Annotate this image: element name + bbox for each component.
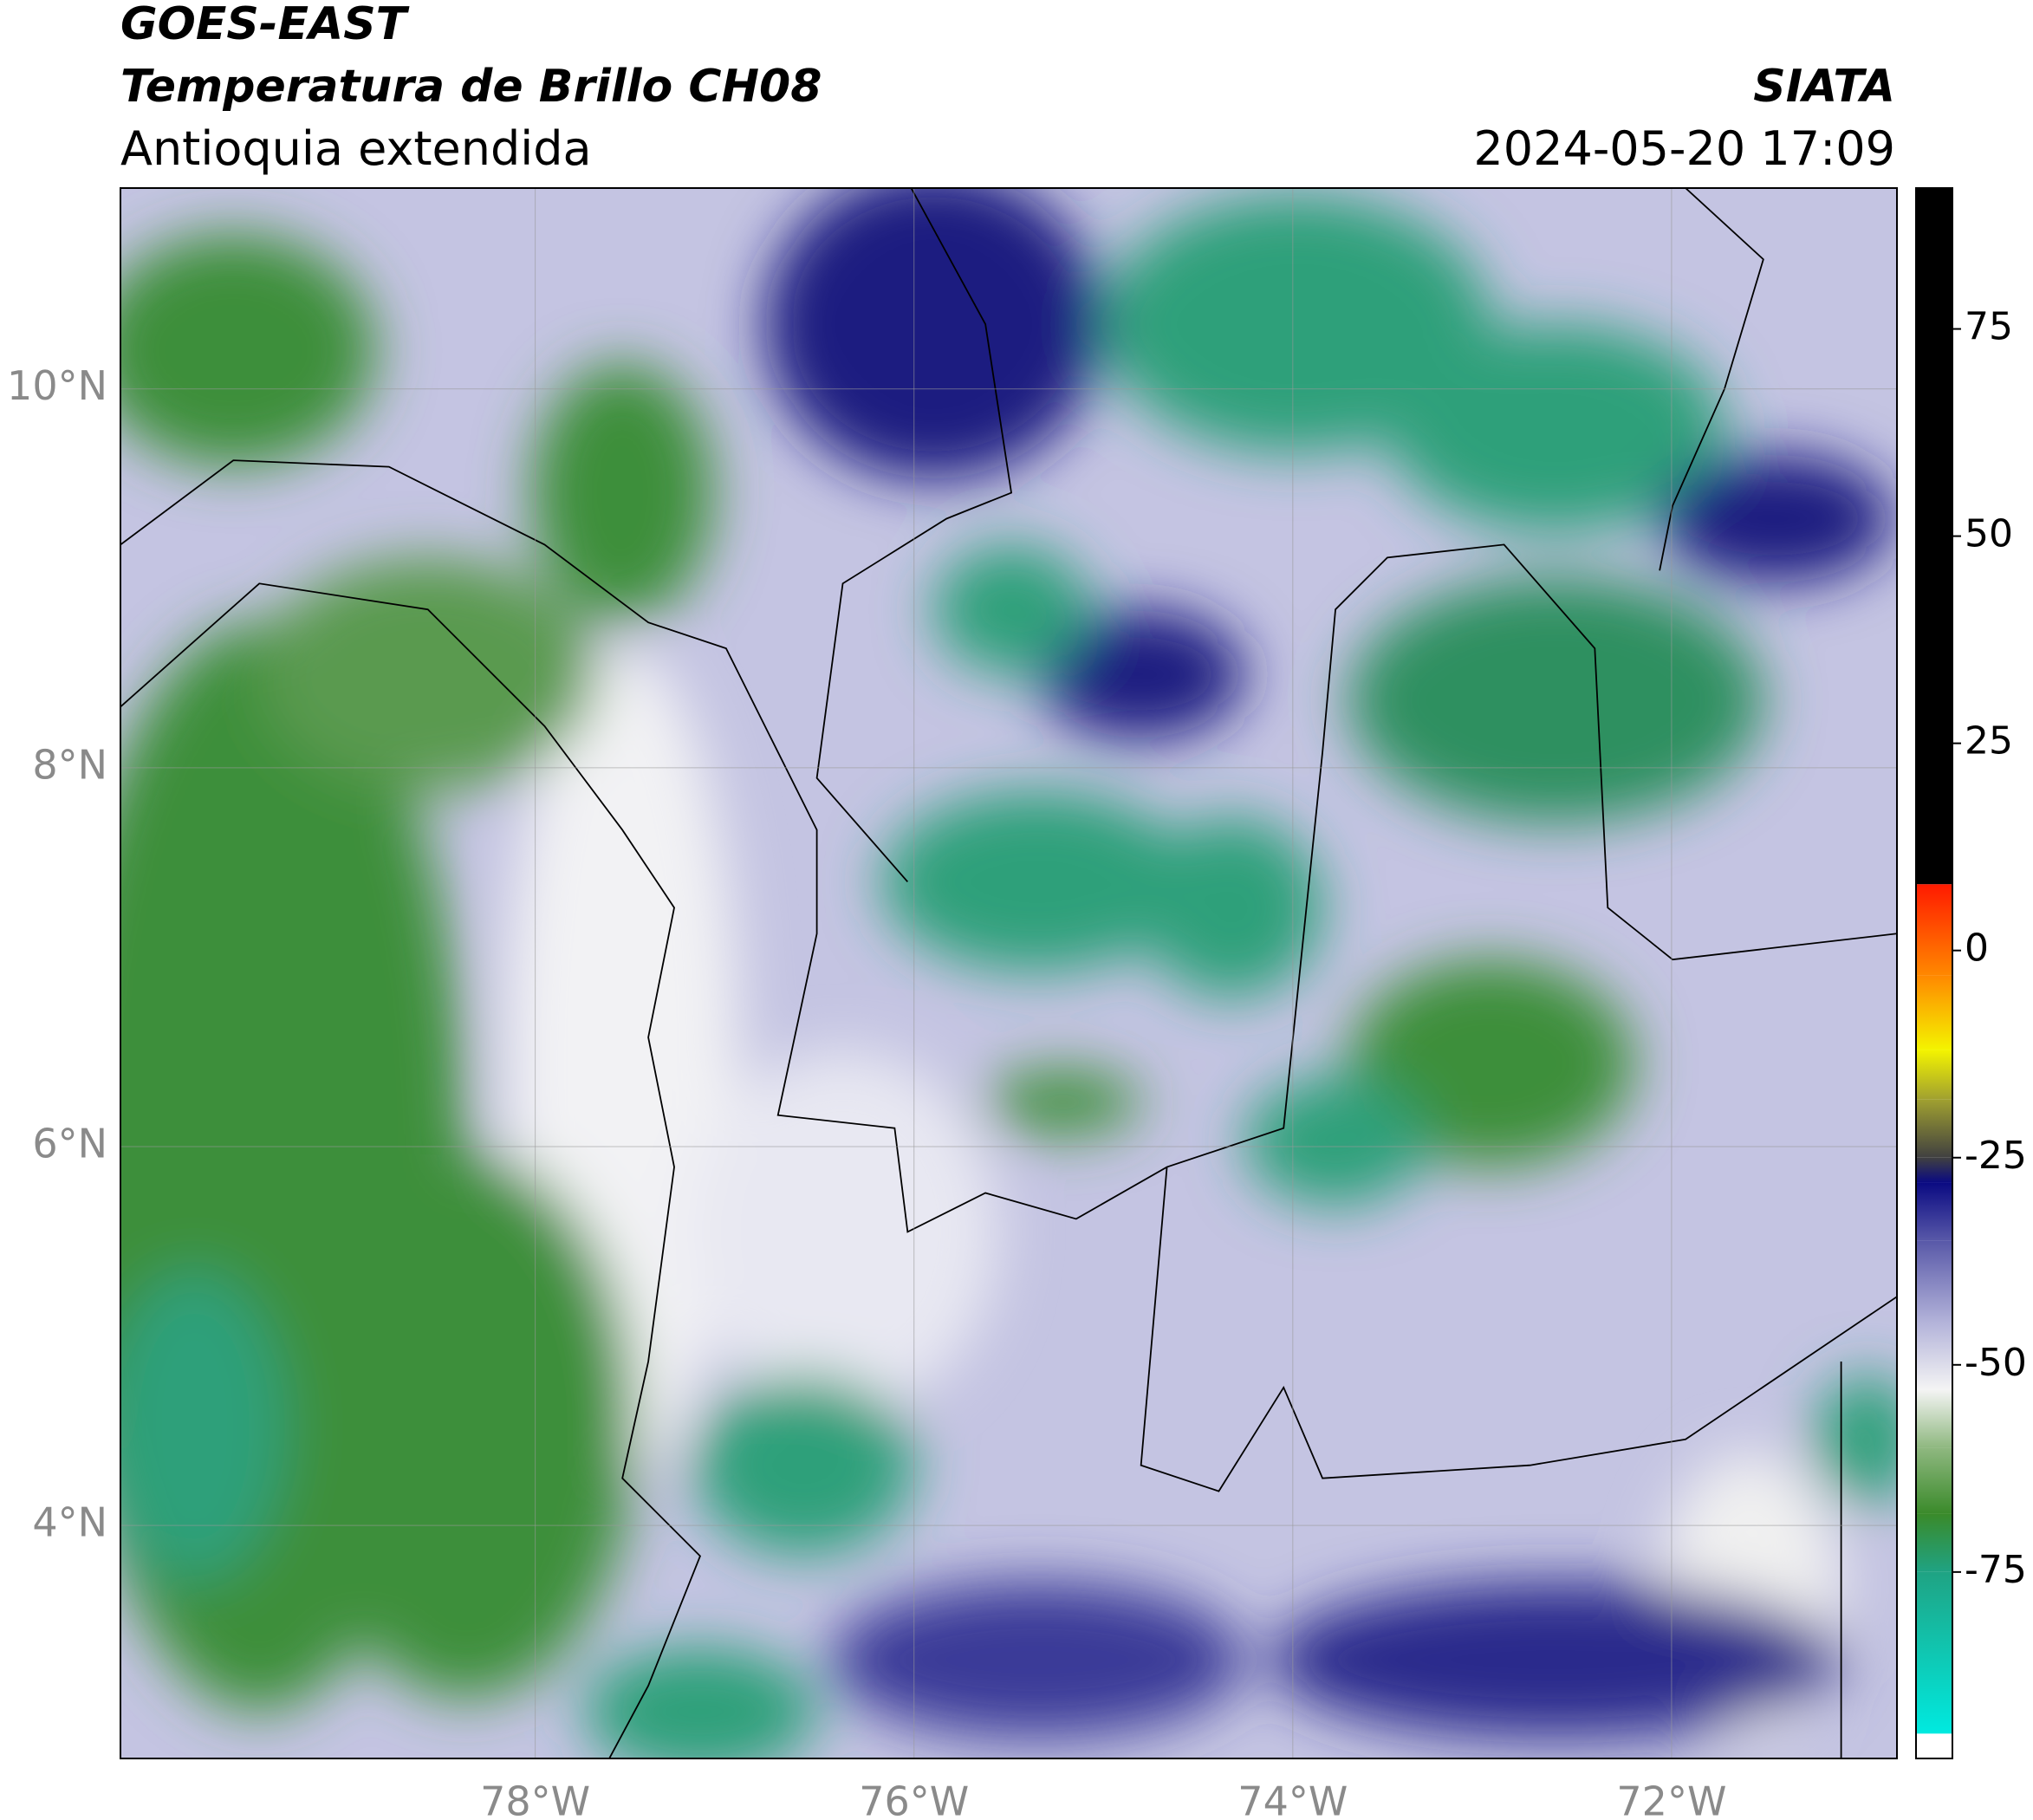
colorbar-segment xyxy=(1916,1157,1952,1183)
borders xyxy=(120,188,1897,1758)
colorbar-tick-label: -75 xyxy=(1965,1548,2027,1592)
colorbar-tick-label: 0 xyxy=(1965,926,1989,971)
x-tick-label: 74°W xyxy=(1237,1778,1348,1820)
x-tick-label: 72°W xyxy=(1616,1778,1726,1820)
subtitle: Temperatura de Brillo CH08 xyxy=(120,61,822,113)
region: Antioquia extendida xyxy=(120,121,592,176)
colorbar-segment xyxy=(1916,1050,1952,1100)
colorbar-tick-label: -25 xyxy=(1965,1134,2027,1178)
y-tick-label: 6°N xyxy=(32,1120,107,1167)
colorbar-segment xyxy=(1916,1571,1952,1734)
colorbar-segment xyxy=(1916,1733,1952,1758)
colorbar-segment xyxy=(1916,1240,1952,1323)
y-tick-label: 10°N xyxy=(7,362,107,409)
colorbar-tick-label: -50 xyxy=(1965,1341,2027,1385)
colorbar-tick-label: 25 xyxy=(1965,719,2013,764)
colorbar-segment xyxy=(1916,1513,1952,1572)
datetime: 2024-05-20 17:09 xyxy=(1473,121,1895,176)
colorbar-tick-label: 75 xyxy=(1965,305,2013,349)
colorbar-segment xyxy=(1916,1447,1952,1514)
title: GOES-EAST xyxy=(120,0,410,50)
colorbar-frame xyxy=(1915,187,1953,1759)
y-tick-label: 4°N xyxy=(32,1499,107,1546)
x-tick-label: 78°W xyxy=(480,1778,590,1820)
map-frame xyxy=(120,187,1898,1759)
colorbar-segment xyxy=(1916,1323,1952,1390)
satellite-image xyxy=(120,188,1897,1758)
x-tick-label: 76°W xyxy=(859,1778,969,1820)
colorbar-segment xyxy=(1916,188,1952,885)
colorbar-segment xyxy=(1916,884,1952,976)
colorbar-segment xyxy=(1916,1182,1952,1241)
source: SIATA xyxy=(1753,61,1895,113)
colorbar-segment xyxy=(1916,1389,1952,1448)
colorbar-segment xyxy=(1916,1099,1952,1158)
colorbar-tick-label: 50 xyxy=(1965,512,2013,556)
colorbar-segment xyxy=(1916,975,1952,1050)
y-tick-label: 8°N xyxy=(32,741,107,788)
